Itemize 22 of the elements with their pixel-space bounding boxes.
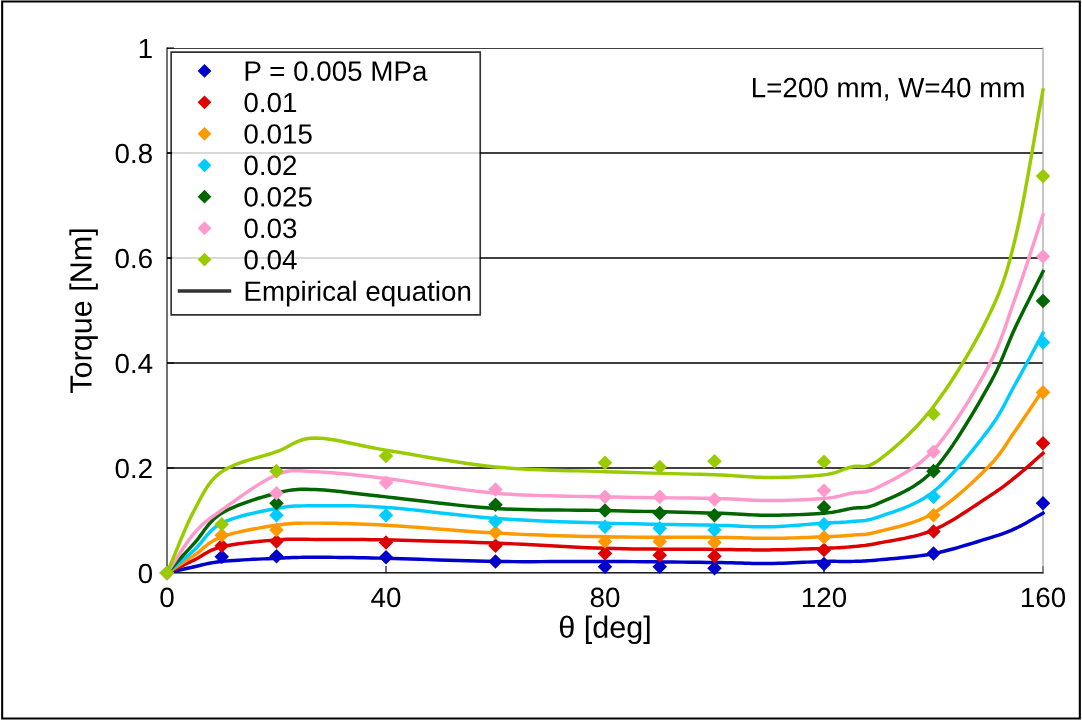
y-tick-label: 0.4 [115, 353, 153, 374]
legend-label: P = 0.005 MPa [245, 61, 428, 81]
legend-label: 0.025 [244, 187, 312, 207]
legend-label: Empirical equation [245, 280, 471, 307]
y-tick-label: 0.6 [115, 248, 152, 269]
y-axis-title: Torque [Nm] [69, 229, 98, 394]
x-tick-label: 40 [371, 587, 401, 608]
x-tick-label: 160 [1021, 587, 1066, 608]
x-axis-title: θ [deg] [559, 615, 650, 645]
legend-label: 0.03 [244, 218, 297, 239]
x-tick-label: 80 [590, 587, 620, 608]
y-tick-label: 0.2 [115, 458, 152, 479]
y-tick-label: 0.8 [115, 143, 152, 164]
y-tick-label: 0 [138, 563, 153, 584]
legend-label: 0.04 [244, 249, 297, 270]
legend-label: 0.01 [244, 92, 297, 113]
y-tick-label: 1 [139, 38, 152, 59]
x-tick-label: 120 [802, 587, 847, 608]
annotation: L=200 mm, W=40 mm [752, 77, 1024, 101]
legend-label: 0.015 [244, 124, 312, 144]
legend-label: 0.02 [244, 155, 297, 176]
x-tick-label: 0 [160, 587, 174, 608]
